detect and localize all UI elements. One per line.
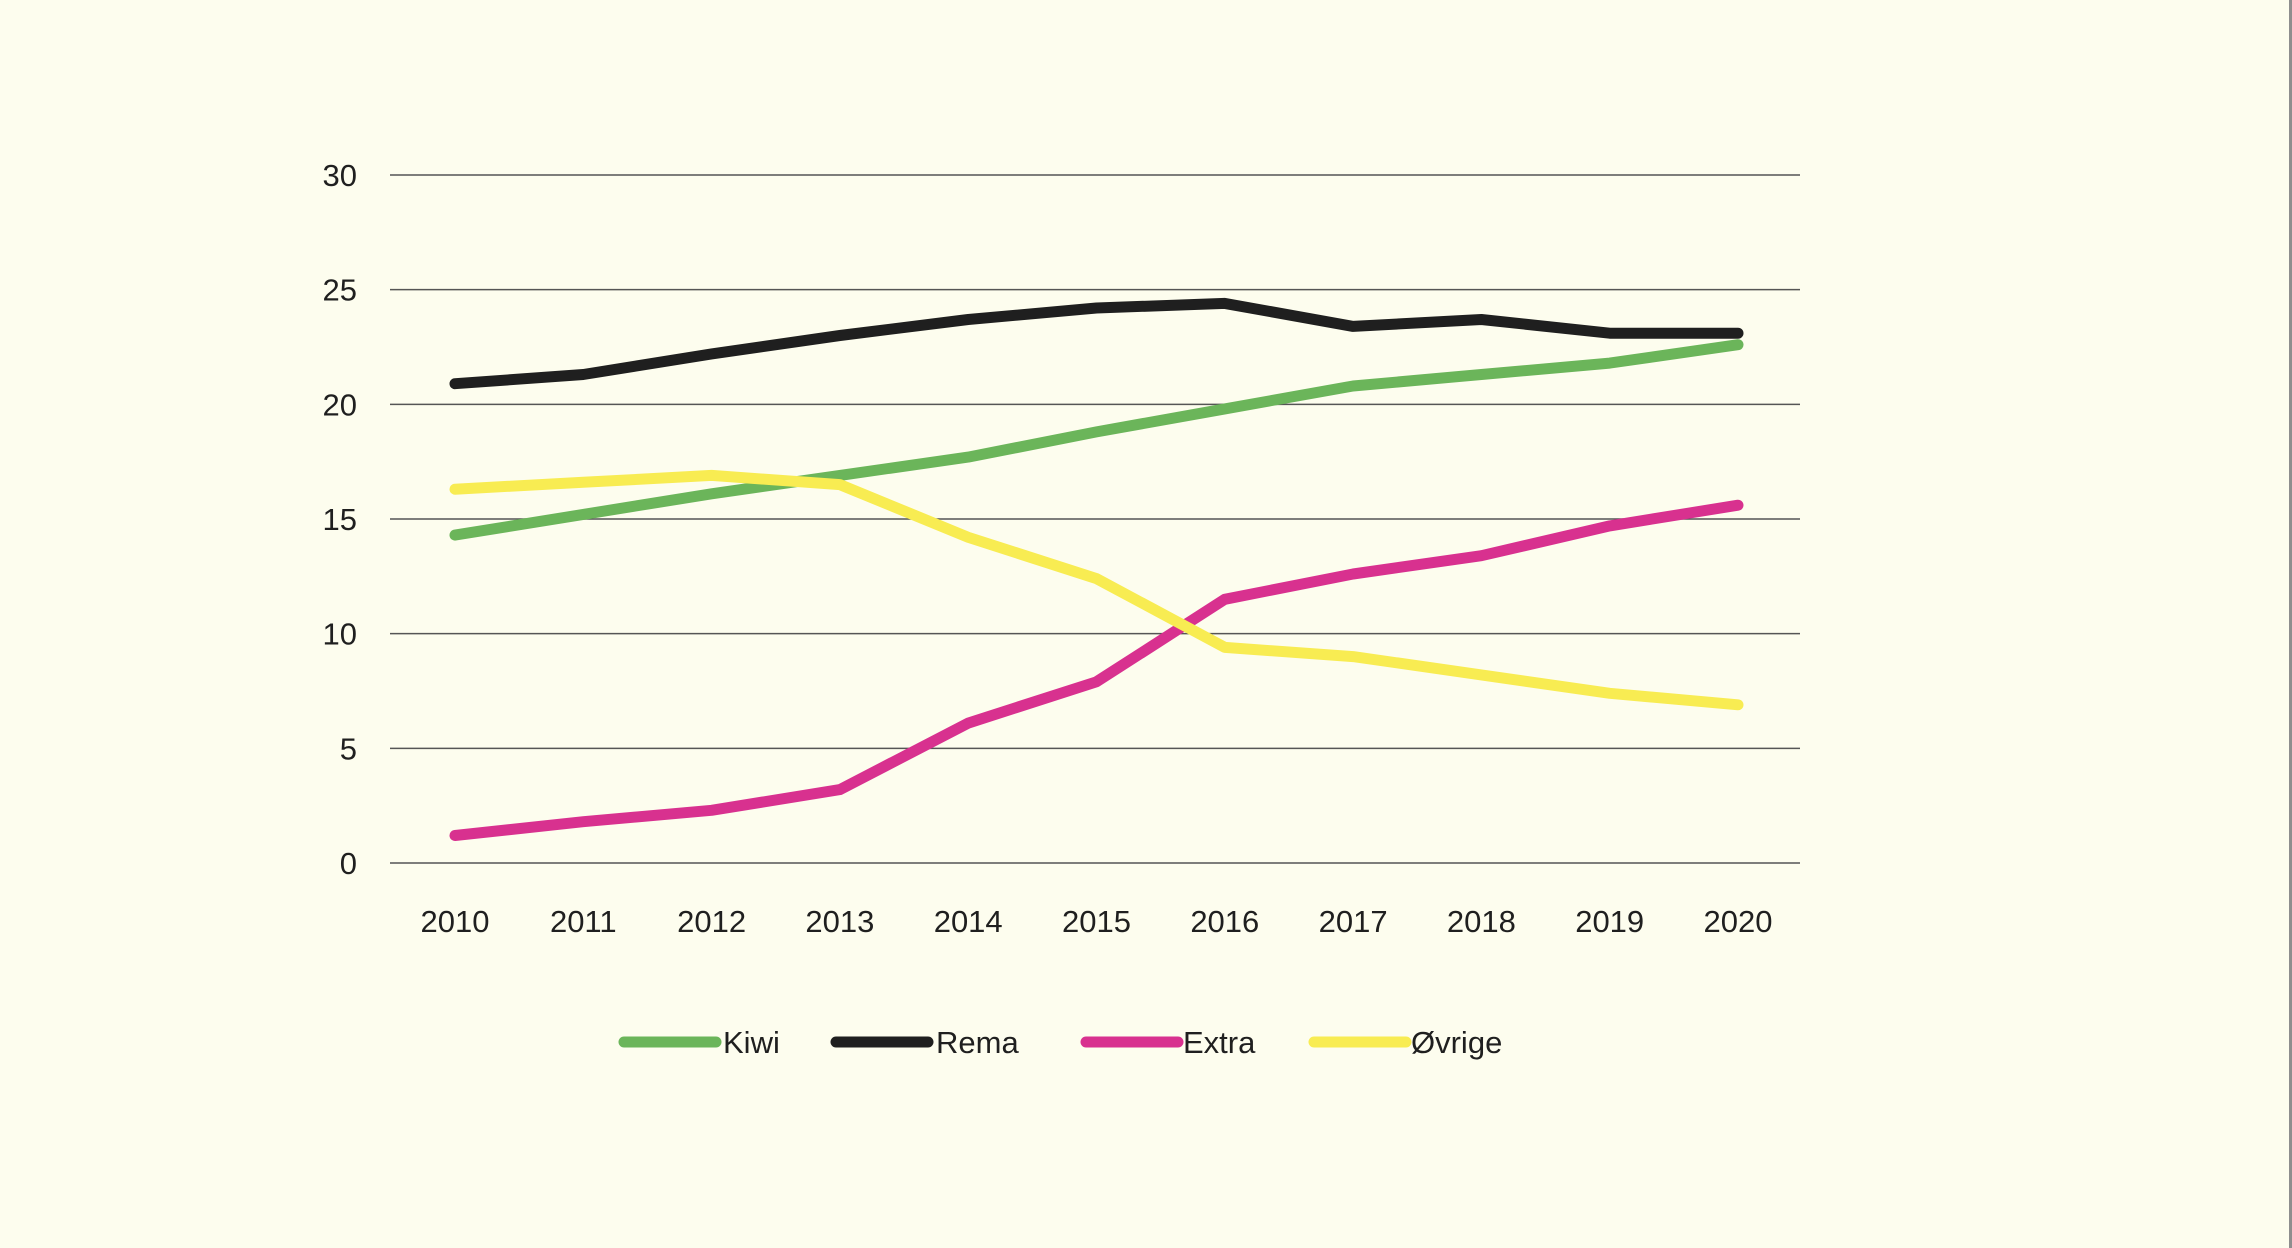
legend-item: Extra <box>1080 1025 1256 1060</box>
x-tick-label: 2020 <box>1704 904 1773 939</box>
x-tick-label: 2019 <box>1575 904 1644 939</box>
series-lines <box>449 297 1744 841</box>
legend-label: Rema <box>936 1025 1019 1060</box>
series-line <box>449 339 1744 541</box>
y-tick-label: 20 <box>323 387 357 422</box>
x-tick-label: 2013 <box>805 904 874 939</box>
x-tick-label: 2011 <box>550 904 617 939</box>
y-tick-label: 10 <box>323 617 357 652</box>
y-tick-label: 5 <box>340 731 357 766</box>
x-tick-label: 2014 <box>934 904 1003 939</box>
x-tick-label: 2010 <box>421 904 490 939</box>
x-tick-label: 2016 <box>1190 904 1259 939</box>
y-tick-label: 0 <box>340 846 357 881</box>
series-rema <box>449 297 1744 390</box>
gridlines <box>390 174 1800 864</box>
right-edge-border <box>2289 0 2292 1248</box>
legend: Kiwi Rema Extra Øvrige <box>618 1025 1502 1060</box>
x-tick-label: 2018 <box>1447 904 1516 939</box>
x-tick-label: 2017 <box>1319 904 1388 939</box>
legend-label: Øvrige <box>1411 1025 1502 1060</box>
y-tick-label: 25 <box>323 273 357 308</box>
y-axis-tick-labels: 0 5 10 15 20 25 30 <box>323 158 357 881</box>
legend-item: Øvrige <box>1308 1025 1502 1060</box>
series--vrige <box>449 469 1744 711</box>
x-tick-label: 2012 <box>677 904 746 939</box>
series-line <box>449 499 1744 841</box>
y-tick-label: 15 <box>323 502 357 537</box>
x-tick-label: 2015 <box>1062 904 1131 939</box>
x-axis-tick-labels: 2010 2011 2012 2013 2014 2015 2016 2017 2018 2019… <box>421 904 1773 939</box>
legend-label: Extra <box>1183 1025 1256 1060</box>
y-tick-label: 30 <box>323 158 357 193</box>
series-extra <box>449 499 1744 841</box>
series-kiwi <box>449 339 1744 541</box>
series-line <box>449 469 1744 711</box>
legend-label: Kiwi <box>723 1025 780 1060</box>
legend-item: Rema <box>830 1025 1019 1060</box>
legend-item: Kiwi <box>618 1025 780 1060</box>
